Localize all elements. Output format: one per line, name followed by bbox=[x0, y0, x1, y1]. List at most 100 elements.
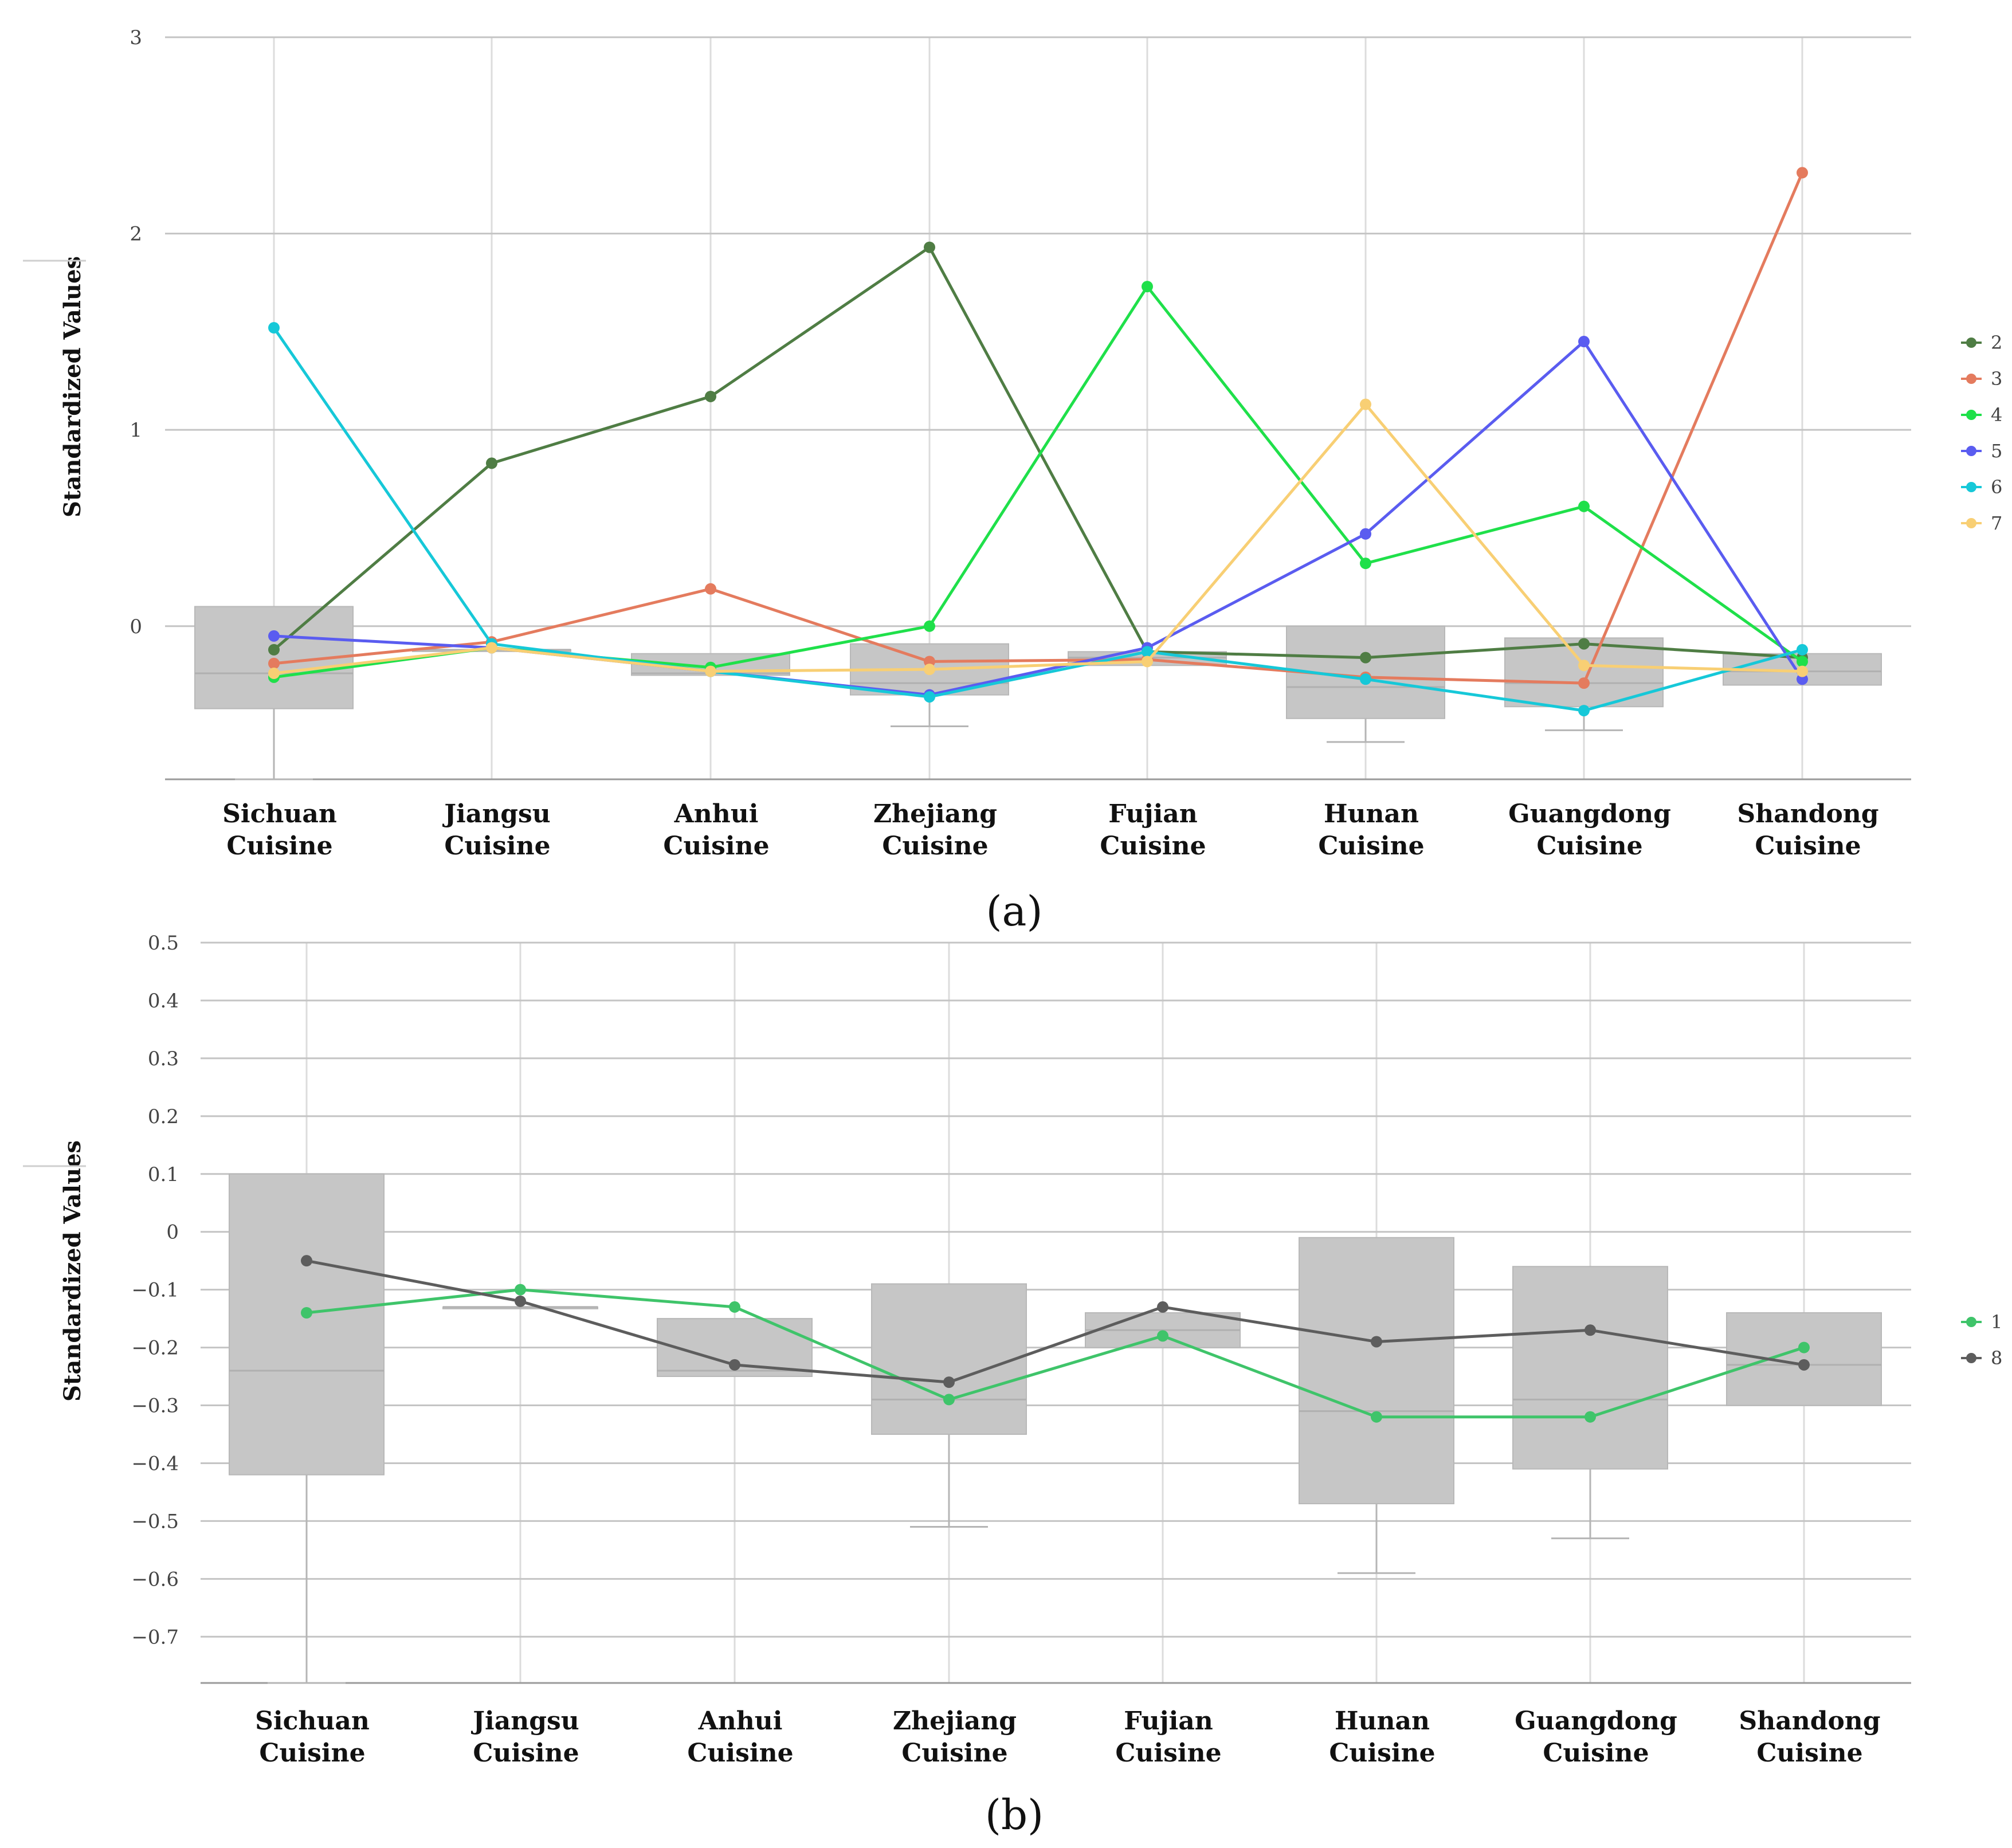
panel-b-caption: (b) bbox=[985, 1791, 1044, 1839]
panel-a-series-7-line bbox=[273, 403, 1803, 675]
panel-a-series-7-point bbox=[924, 664, 935, 676]
panel-b-box bbox=[1299, 1237, 1454, 1505]
panel-b-series-1-point bbox=[301, 1307, 312, 1319]
panel-b-series bbox=[301, 1255, 1810, 1423]
panel-b-x-category-label-line: Guangdong bbox=[1515, 1706, 1677, 1736]
panel-a-x-category-label-line: Cuisine bbox=[444, 831, 550, 861]
panel-b-x-category-label-line: Sichuan bbox=[255, 1706, 370, 1736]
panel-a-legend-label: 3 bbox=[1991, 368, 2002, 390]
panel-a-y-tick-label: 1 bbox=[130, 419, 142, 442]
panel-a-legend-swatch-dot bbox=[1966, 446, 1976, 456]
panel-b-y-tick-label: −0.5 bbox=[131, 1510, 179, 1533]
panel-a-x-category-label-line: Cuisine bbox=[226, 831, 332, 861]
panel-a-x-category-label-line: Cuisine bbox=[1755, 831, 1861, 861]
panel-b-box bbox=[1726, 1312, 1882, 1406]
panel-b-series-8-point bbox=[729, 1359, 740, 1371]
panel-b-box bbox=[1512, 1266, 1668, 1470]
panel-b-x-category-label-line: Cuisine bbox=[1543, 1739, 1649, 1768]
panel-a-legend-swatch-dot bbox=[1966, 338, 1976, 348]
panel-b-y-tick-label: 0 bbox=[166, 1221, 179, 1244]
panel-a-series-6-point bbox=[268, 322, 280, 334]
panel-b-x-category-label-line: Cuisine bbox=[1329, 1739, 1435, 1768]
panel-a-series-2-line bbox=[273, 246, 1803, 660]
panel-a-series-6-point bbox=[1142, 646, 1153, 658]
panel-b-y-tick-label: −0.1 bbox=[131, 1279, 179, 1302]
panel-b-x-category-label-line: Cuisine bbox=[901, 1739, 1007, 1768]
panel-a-caption: (a) bbox=[986, 887, 1042, 935]
panel-b-x-category-label-line: Cuisine bbox=[259, 1739, 365, 1768]
panel-a-x-category-label-line: Hunan bbox=[1324, 799, 1419, 829]
panel-a-legend-label: 4 bbox=[1991, 404, 2002, 426]
panel-b-y-tick-label: 0.3 bbox=[148, 1047, 179, 1070]
panel-b-box bbox=[229, 1173, 385, 1476]
panel-a-y-axis-title: Standardized Values bbox=[59, 256, 86, 517]
panel-b-x-category-label: Zhejiang Cuisine bbox=[893, 1706, 1017, 1768]
panel-b-legend-swatch-dot bbox=[1966, 1353, 1976, 1363]
panel-a-x-category-label: Jiangsu Cuisine bbox=[442, 799, 551, 861]
panel-b-x-category-label: Hunan Cuisine bbox=[1329, 1706, 1435, 1768]
panel-a-series-6-point bbox=[1797, 644, 1808, 656]
panel-a-series-7-point bbox=[705, 665, 716, 677]
panel-b-x-category-label-line: Jiangsu bbox=[470, 1706, 579, 1736]
panel-a-x-category-label: Guangdong Cuisine bbox=[1508, 799, 1671, 861]
panel-a-legend-swatch-dot bbox=[1966, 410, 1976, 420]
panel-a-series-3-point bbox=[268, 657, 280, 669]
panel-a-legend: 2 3 4 5 6 7 bbox=[1961, 332, 2002, 534]
panel-a-series-7-point bbox=[1797, 665, 1808, 677]
panel-a-legend-label: 2 bbox=[1991, 332, 2002, 354]
panel-a-series-7-point bbox=[1578, 660, 1590, 672]
panel-a-series-4-point bbox=[1360, 558, 1371, 570]
panel-b-y-tick-label: 0.4 bbox=[148, 990, 179, 1013]
panel-a-series-4-point bbox=[1578, 500, 1590, 512]
panel-a-series-4-point bbox=[1797, 656, 1808, 668]
panel-a-x-category-label-line: Sichuan bbox=[222, 799, 337, 829]
panel-a-x-category-label: Fujian Cuisine bbox=[1100, 799, 1206, 861]
panel-b-legend: 18 bbox=[1961, 1311, 2002, 1369]
panel-b-y-ticks: 0.5 0.4 0.3 0.2 0.1 0 −0.1 −0.2 −0.3 −0.4 −0.5 −0.6… bbox=[131, 932, 179, 1649]
panel-a-series-6-point bbox=[924, 691, 935, 703]
panel-a-series-3-point bbox=[924, 656, 935, 668]
panel-a-series-4-point bbox=[924, 620, 935, 632]
panel-b-x-category-label-line: Fujian bbox=[1124, 1706, 1213, 1736]
panel-b-x-category-label: Shandong Cuisine bbox=[1739, 1706, 1880, 1768]
panel-a-x-category-label-line: Cuisine bbox=[663, 831, 769, 861]
panel-b-legend-swatch-dot bbox=[1966, 1317, 1976, 1327]
panel-b-y-tick-label: −0.3 bbox=[131, 1395, 179, 1418]
panel-b-x-category-label-line: Cuisine bbox=[473, 1739, 579, 1768]
panel-b-series-8-point bbox=[1157, 1301, 1168, 1313]
panel-a-series-2-point bbox=[486, 457, 497, 469]
panel-a-series-2-point bbox=[1360, 652, 1371, 664]
panel-b-y-tick-label: −0.4 bbox=[131, 1452, 179, 1475]
panel-b-series-8-line bbox=[306, 1259, 1805, 1384]
panel-b-series-8-point bbox=[943, 1376, 955, 1388]
panel-b-y-tick-label: −0.6 bbox=[131, 1568, 179, 1591]
panel-a-series-2-point bbox=[268, 644, 280, 656]
panel-a-legend-swatch-dot bbox=[1966, 482, 1976, 492]
panel-a-x-category-label: Anhui Cuisine bbox=[663, 799, 769, 861]
panel-b-legend-label: 8 bbox=[1991, 1347, 2002, 1369]
panel-b-y-tick-label: −0.7 bbox=[131, 1626, 179, 1649]
panel-b-y-axis-title: Standardized Values bbox=[59, 1140, 86, 1402]
panel-a-series-7-point bbox=[1142, 656, 1153, 668]
panel-a-series-3-point bbox=[1578, 677, 1590, 689]
panel-b-series-1-point bbox=[729, 1301, 740, 1313]
panel-a-x-category-label: Shandong Cuisine bbox=[1737, 799, 1878, 861]
panel-b-x-category-label: Anhui Cuisine bbox=[687, 1706, 793, 1768]
panel-b-x-category-label: Sichuan Cuisine bbox=[255, 1706, 370, 1768]
panel-a-x-category-label-line: Guangdong bbox=[1508, 799, 1671, 829]
panel-a-series-2-point bbox=[924, 241, 935, 253]
panel-a-legend-label: 7 bbox=[1991, 512, 2002, 534]
panel-b-x-category-label-line: Anhui bbox=[698, 1706, 783, 1736]
panel-b-boxes bbox=[229, 1173, 1882, 1684]
panel-a-series bbox=[268, 167, 1808, 717]
panel-b-series-1-point bbox=[1371, 1411, 1382, 1423]
panel-a-x-category-label-line: Jiangsu bbox=[442, 799, 551, 829]
panel-a-series-3-point bbox=[1797, 167, 1808, 179]
panel-a-series-3-point bbox=[705, 583, 716, 595]
panel-b-y-tick-label: 0.2 bbox=[148, 1105, 179, 1128]
panel-b-x-category-label: Guangdong Cuisine bbox=[1515, 1706, 1677, 1768]
panel-b-x-categories: Sichuan Cuisine Jiangsu Cuisine Anhui Cuisine… bbox=[255, 1706, 1880, 1768]
